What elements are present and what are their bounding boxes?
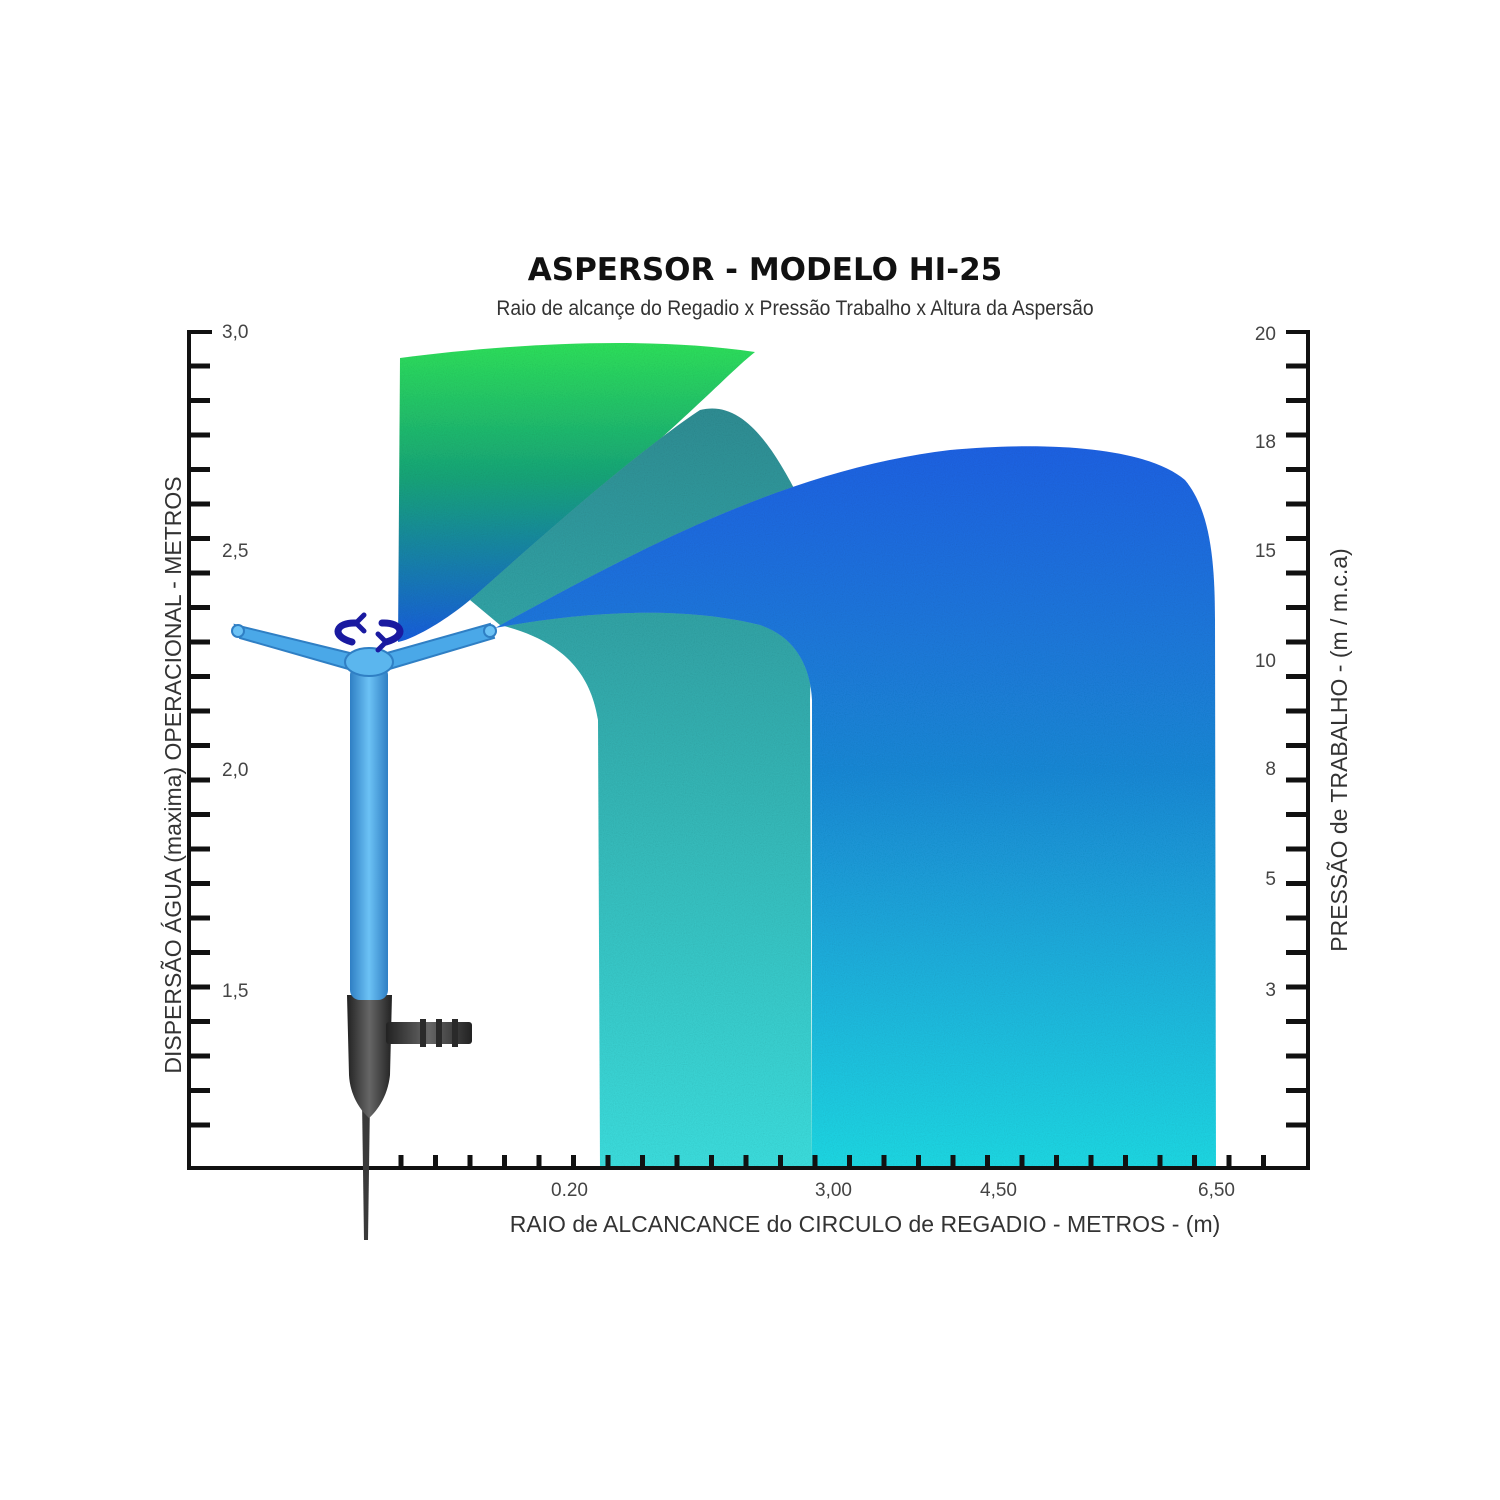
- x-tick-label: 6,50: [1198, 1180, 1235, 1201]
- y-right-tick-label: 15: [1254, 541, 1276, 562]
- y-axis-left-title: DISPERSÃO ÁGUA (maxima) OPERACIONAL - ME…: [160, 476, 186, 1074]
- y-right-tick-label: 5: [1265, 869, 1276, 890]
- rotation-arrows-icon: [334, 612, 404, 653]
- x-axis-title: RAIO de ALCANCANCE do CIRCULO de REGADIO…: [509, 1211, 1221, 1237]
- y-left-tick-label: 2,5: [222, 541, 249, 562]
- y-right-tick-label: 20: [1254, 324, 1276, 345]
- y-left-tick-label: 1,5: [222, 981, 249, 1002]
- y-left-tick-label: 2,0: [222, 760, 249, 781]
- y-right-tick-label: 10: [1254, 651, 1276, 672]
- spray-blue-plume: [495, 446, 1216, 1168]
- y-right-tick-label: 18: [1254, 432, 1276, 453]
- sprinkler-stake: [362, 1100, 370, 1240]
- right-axis-ticks: [1286, 363, 1308, 1128]
- y-axis-right-title: PRESSÃO de TRABALHO - (m / m.c.a): [1326, 548, 1352, 952]
- sprinkler-tube: [350, 665, 388, 1000]
- x-tick-label: 4,50: [980, 1180, 1017, 1201]
- spray-plumes: [398, 342, 1216, 1168]
- sprinkler-hub: [344, 647, 394, 677]
- x-tick-label: 3,00: [815, 1180, 852, 1201]
- y-right-tick-label: 3: [1265, 980, 1276, 1001]
- y-right-tick-label: 8: [1265, 759, 1276, 780]
- bottom-axis-ticks: [398, 1155, 1266, 1168]
- spray-green-plume: [398, 342, 755, 642]
- x-tick-label: 0.20: [551, 1180, 588, 1201]
- sprinkler-base: [347, 995, 392, 1118]
- sprinkler-hose-connector: [386, 1022, 472, 1044]
- sprinkler-icon: [231, 612, 497, 1240]
- y-left-tick-label: 3,0: [222, 322, 249, 343]
- chart-title: ASPERSOR - MODELO HI-25: [527, 252, 1003, 288]
- chart-subtitle: Raio de alcançe do Regadio x Pressão Tra…: [496, 297, 1094, 320]
- left-axis-ticks: [189, 363, 210, 1128]
